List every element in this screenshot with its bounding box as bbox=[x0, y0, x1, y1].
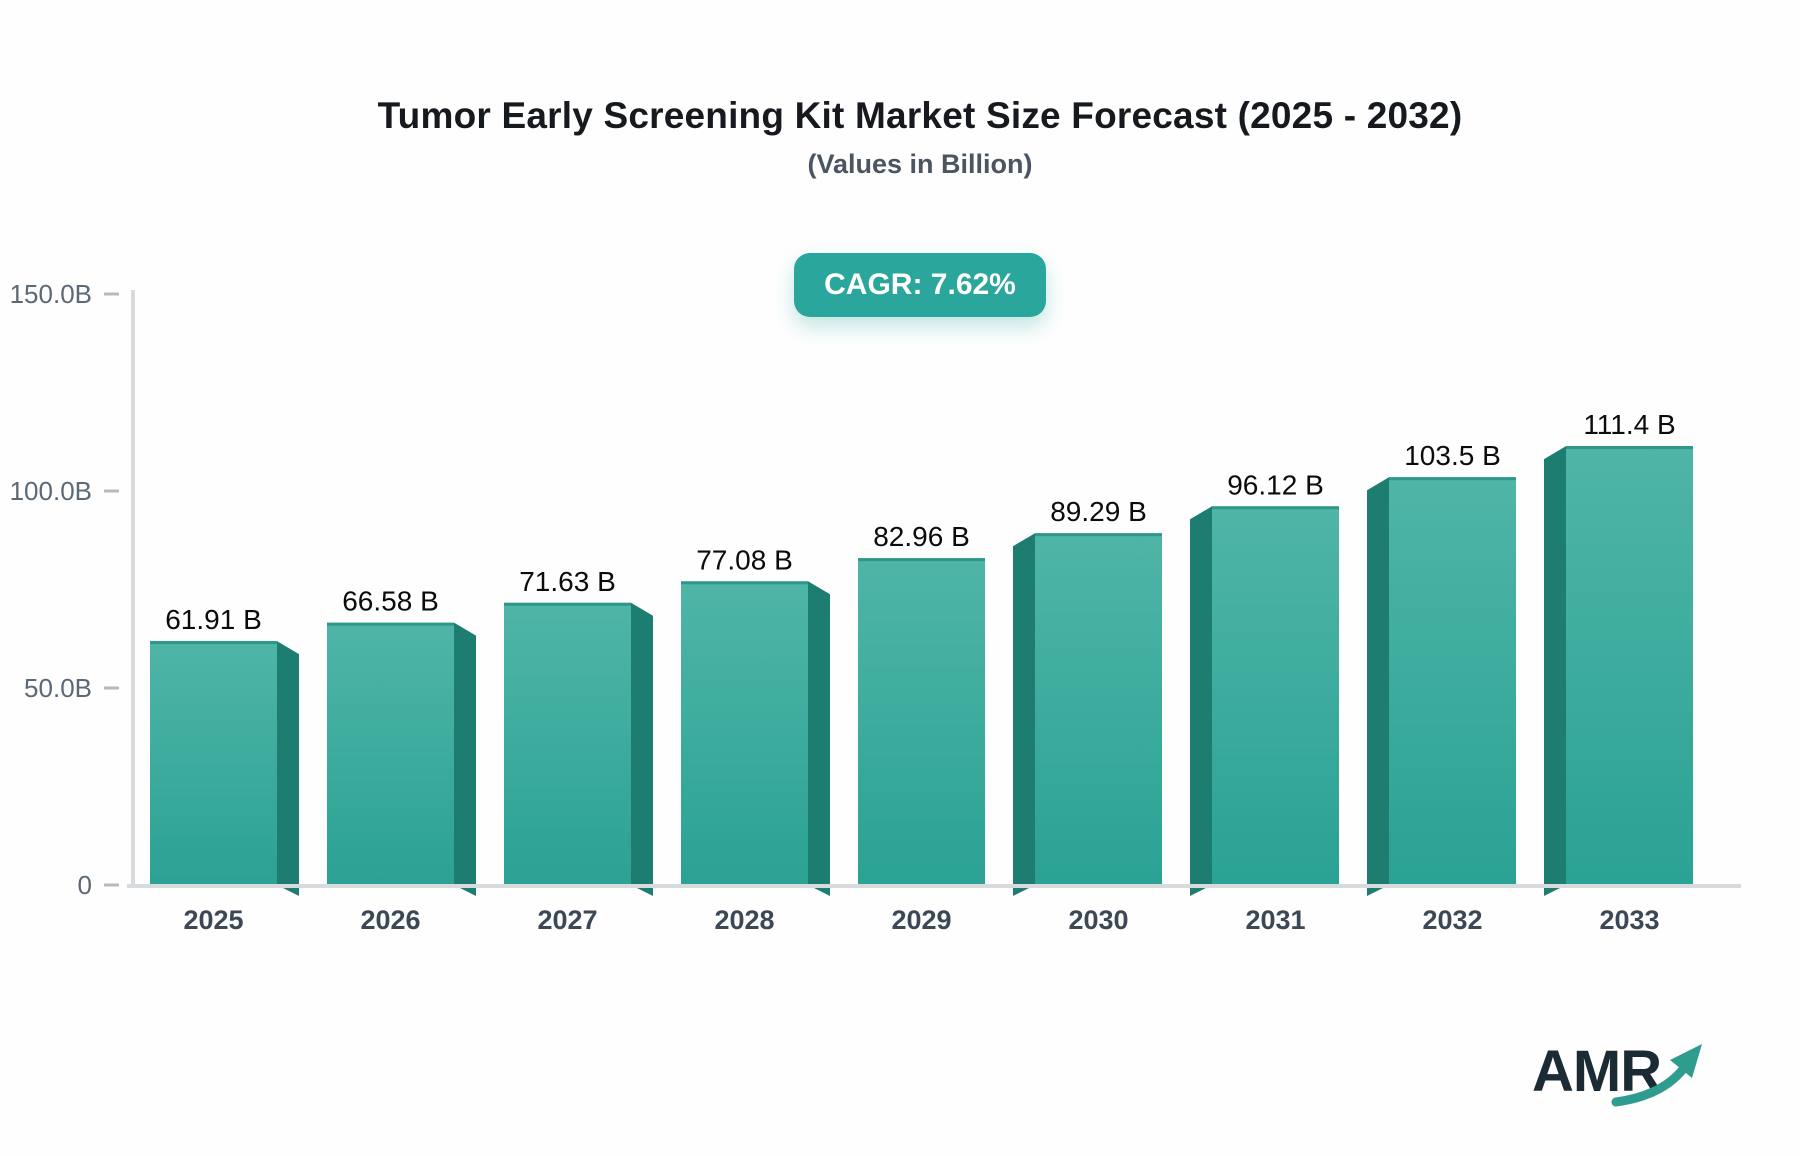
y-axis-line bbox=[131, 290, 135, 886]
bar-value-label: 61.91 B bbox=[165, 604, 262, 635]
bar-value-label: 82.96 B bbox=[873, 521, 970, 552]
bar-value-label: 77.08 B bbox=[696, 544, 793, 575]
bar-front-face bbox=[1035, 533, 1162, 885]
bar-top-edge bbox=[1212, 506, 1339, 510]
bar-front-face bbox=[1212, 506, 1339, 885]
bar-front-face bbox=[1566, 446, 1693, 885]
x-tick-label: 2028 bbox=[714, 905, 774, 935]
x-axis-line bbox=[127, 884, 1741, 888]
bar-value-label: 111.4 B bbox=[1583, 409, 1675, 440]
cagr-badge: CAGR: 7.62% bbox=[794, 253, 1046, 317]
bar-2033: 111.4 B bbox=[1544, 409, 1693, 896]
bar-value-label: 96.12 B bbox=[1227, 469, 1324, 500]
y-tick-mark bbox=[104, 292, 119, 296]
bar-top-edge bbox=[858, 558, 985, 562]
growth-arrow-icon bbox=[1611, 1044, 1702, 1107]
x-tick-label: 2032 bbox=[1422, 905, 1482, 935]
x-tick-label: 2026 bbox=[360, 905, 420, 935]
x-tick-label: 2025 bbox=[183, 905, 243, 935]
bar-side-face bbox=[631, 602, 653, 896]
bar-value-label: 89.29 B bbox=[1050, 496, 1147, 527]
bar-value-label: 66.58 B bbox=[342, 586, 439, 617]
bar-side-face bbox=[1544, 446, 1566, 896]
bar-top-edge bbox=[1389, 477, 1516, 481]
y-tick-label: 150.0B bbox=[10, 279, 92, 309]
bar-front-face bbox=[327, 622, 454, 885]
bar-top-edge bbox=[1035, 533, 1162, 537]
bar-front-face bbox=[858, 558, 985, 885]
bar-value-label: 71.63 B bbox=[519, 566, 616, 597]
y-tick-mark bbox=[104, 883, 119, 887]
bar-2032: 103.5 B bbox=[1367, 440, 1516, 896]
y-tick-label: 100.0B bbox=[10, 476, 92, 506]
chart-subtitle: (Values in Billion) bbox=[807, 149, 1033, 179]
y-tick-label: 0 bbox=[78, 870, 92, 900]
bar-2029: 82.96 B bbox=[858, 521, 985, 885]
bar-top-edge bbox=[150, 641, 277, 645]
y-tick-mark bbox=[104, 686, 119, 690]
bar-top-edge bbox=[504, 602, 631, 606]
bar-side-face bbox=[1367, 477, 1389, 896]
bar-2025: 61.91 B bbox=[150, 604, 299, 896]
bar-front-face bbox=[1389, 477, 1516, 885]
bar-2026: 66.58 B bbox=[327, 586, 476, 896]
x-tick-label: 2030 bbox=[1068, 905, 1128, 935]
bar-front-face bbox=[150, 641, 277, 885]
bar-top-edge bbox=[681, 581, 808, 585]
amr-logo: AMR bbox=[1532, 1038, 1722, 1138]
bar-2027: 71.63 B bbox=[504, 566, 653, 896]
x-tick-label: 2031 bbox=[1245, 905, 1305, 935]
bar-front-face bbox=[504, 602, 631, 885]
bar-2031: 96.12 B bbox=[1190, 469, 1339, 896]
bar-value-label: 103.5 B bbox=[1404, 440, 1501, 471]
growth-arrow-head bbox=[1670, 1044, 1702, 1078]
bar-top-edge bbox=[327, 622, 454, 626]
bar-2028: 77.08 B bbox=[681, 544, 830, 896]
x-tick-label: 2027 bbox=[537, 905, 597, 935]
bar-front-face bbox=[681, 581, 808, 885]
y-tick-label: 50.0B bbox=[24, 673, 92, 703]
cagr-badge-row: CAGR: 7.62% bbox=[40, 253, 1800, 317]
chart-header: Tumor Early Screening Kit Market Size Fo… bbox=[40, 94, 1800, 317]
bar-side-face bbox=[1013, 533, 1035, 896]
bar-side-face bbox=[1190, 506, 1212, 896]
bar-side-face bbox=[454, 622, 476, 896]
bar-side-face bbox=[808, 581, 830, 896]
growth-arrow-shaft bbox=[1611, 1063, 1689, 1107]
bar-2030: 89.29 B bbox=[1013, 496, 1162, 896]
page-title: Tumor Early Screening Kit Market Size Fo… bbox=[377, 95, 1463, 136]
bar-side-face bbox=[277, 641, 299, 896]
y-tick-mark bbox=[104, 489, 119, 493]
x-tick-label: 2029 bbox=[891, 905, 951, 935]
bar-top-edge bbox=[1566, 446, 1693, 450]
x-tick-label: 2033 bbox=[1599, 905, 1659, 935]
